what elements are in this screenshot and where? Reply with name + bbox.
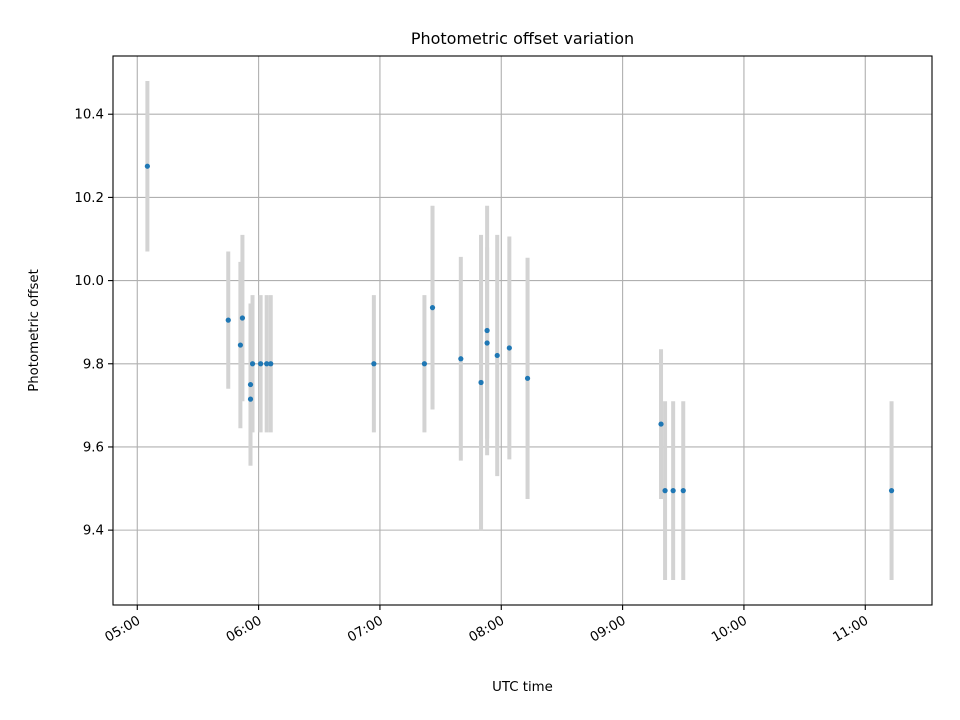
y-tick-label: 9.6	[83, 440, 104, 455]
data-point	[506, 345, 512, 351]
data-point	[247, 396, 254, 402]
data-point	[421, 361, 428, 367]
data-point	[144, 163, 150, 169]
y-tick-label: 10.2	[74, 191, 104, 206]
y-axis-label: Photometric offset	[27, 269, 42, 392]
data-point	[478, 379, 484, 386]
y-tick-label: 9.8	[83, 357, 104, 372]
data-point	[494, 352, 500, 359]
data-point	[249, 361, 256, 367]
data-points	[144, 163, 895, 494]
data-point	[258, 361, 264, 367]
axes-frame	[112, 55, 933, 606]
data-point	[658, 421, 664, 427]
data-point	[371, 361, 377, 367]
plot-area	[113, 56, 932, 605]
data-point	[225, 317, 231, 323]
data-point	[237, 342, 243, 348]
data-point	[524, 375, 531, 381]
data-point	[670, 488, 676, 494]
y-tick-label: 10.0	[74, 274, 104, 289]
x-axis-label: UTC time	[492, 680, 553, 695]
data-point	[680, 488, 686, 494]
data-point	[247, 381, 254, 388]
data-point	[458, 356, 464, 362]
data-point	[429, 305, 436, 311]
y-tick-label: 10.4	[74, 108, 104, 123]
data-point	[268, 361, 274, 367]
data-point	[484, 327, 490, 334]
data-point	[484, 340, 490, 346]
chart-title: Photometric offset variation	[411, 29, 634, 48]
data-point	[888, 488, 895, 494]
data-point	[662, 488, 668, 494]
data-point	[239, 315, 246, 321]
y-tick-label: 9.4	[83, 524, 104, 539]
data-point	[264, 361, 270, 367]
y-axis-ticks: 9.4 9.6 9.8 10.0 10.2 10.4	[74, 108, 113, 539]
